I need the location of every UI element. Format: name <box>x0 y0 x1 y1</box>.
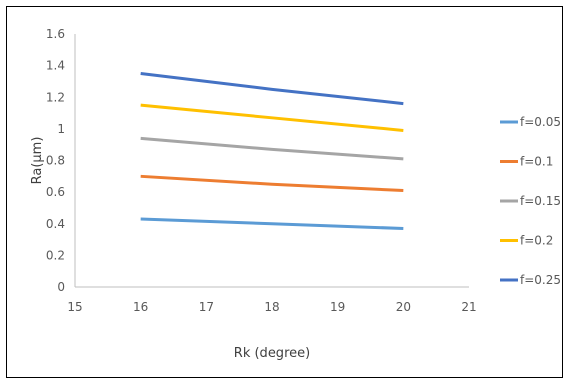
y-tick-label: 1.4 <box>46 59 65 73</box>
x-tick-label: 15 <box>67 300 82 314</box>
legend-label-f=0.05: f=0.05 <box>520 115 561 129</box>
x-tick-label: 18 <box>264 300 279 314</box>
series-line-f=0.15 <box>140 136 404 161</box>
line-chart: 15 16 17 18 19 20 21 0 0.2 0.4 0.6 0.8 1 1.2 1.4 1.6 Rk… <box>30 27 561 361</box>
y-axis-title: Ra(μm) <box>30 137 45 185</box>
y-tick-label: 1.6 <box>46 27 65 41</box>
x-tick-label: 17 <box>199 300 214 314</box>
x-tick-label: 20 <box>396 300 411 314</box>
legend-label-f=0.25: f=0.25 <box>520 273 561 287</box>
y-tick-label: 0 <box>57 280 65 294</box>
series-line-f=0.2 <box>140 103 404 132</box>
y-tick-label: 0.6 <box>46 185 65 199</box>
y-tick-label: 0.8 <box>46 154 65 168</box>
chart-frame: 15 16 17 18 19 20 21 0 0.2 0.4 0.6 0.8 1 1.2 1.4 1.6 Rk… <box>6 6 563 378</box>
y-tick-label: 1.2 <box>46 90 65 104</box>
y-tick-label: 0.2 <box>46 248 65 262</box>
legend-label-f=0.15: f=0.15 <box>520 194 561 208</box>
series-line-f=0.05 <box>140 217 404 230</box>
x-tick-label: 21 <box>461 300 476 314</box>
x-tick-label: 16 <box>133 300 148 314</box>
x-tick-label: 19 <box>330 300 345 314</box>
y-tick-label: 0.4 <box>46 217 65 231</box>
legend-label-f=0.2: f=0.2 <box>520 234 553 248</box>
series-line-f=0.25 <box>140 72 404 106</box>
legend-label-f=0.1: f=0.1 <box>520 155 553 169</box>
series-line-f=0.1 <box>140 174 404 193</box>
x-axis-title: Rk (degree) <box>234 346 310 361</box>
y-tick-label: 1 <box>57 122 65 136</box>
